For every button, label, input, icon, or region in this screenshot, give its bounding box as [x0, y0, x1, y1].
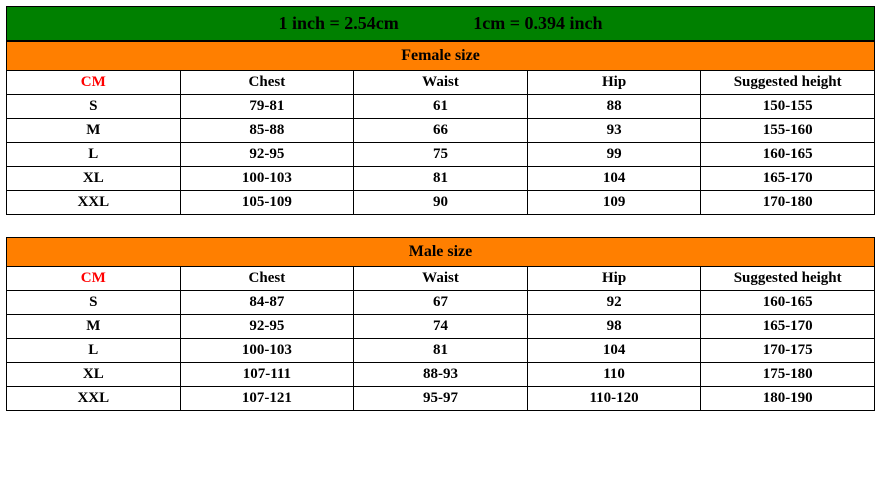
conversion-left: 1 inch = 2.54cm	[278, 13, 398, 34]
cell-chest: 100-103	[180, 167, 354, 191]
col-waist: Waist	[354, 71, 528, 95]
cell-chest: 92-95	[180, 315, 354, 339]
cell-size: S	[7, 291, 181, 315]
female-size-table: Female size CM Chest Waist Hip Suggested…	[6, 41, 875, 215]
table-row: S 84-87 67 92 160-165	[7, 291, 875, 315]
cell-chest: 105-109	[180, 191, 354, 215]
cell-height: 165-170	[701, 315, 875, 339]
table-row: XL 107-111 88-93 110 175-180	[7, 363, 875, 387]
table-row: XL 100-103 81 104 165-170	[7, 167, 875, 191]
cell-chest: 107-121	[180, 387, 354, 411]
col-chest: Chest	[180, 267, 354, 291]
cell-hip: 98	[527, 315, 701, 339]
cell-waist: 95-97	[354, 387, 528, 411]
cell-size: XXL	[7, 387, 181, 411]
cell-hip: 104	[527, 339, 701, 363]
cell-waist: 67	[354, 291, 528, 315]
cell-waist: 88-93	[354, 363, 528, 387]
cell-height: 160-165	[701, 143, 875, 167]
cell-hip: 99	[527, 143, 701, 167]
conversion-right: 1cm = 0.394 inch	[473, 13, 602, 34]
col-hip: Hip	[527, 267, 701, 291]
table-row: XXL 107-121 95-97 110-120 180-190	[7, 387, 875, 411]
table-row: S 79-81 61 88 150-155	[7, 95, 875, 119]
cell-chest: 85-88	[180, 119, 354, 143]
cell-hip: 93	[527, 119, 701, 143]
col-cm: CM	[7, 71, 181, 95]
cell-hip: 110	[527, 363, 701, 387]
male-size-table: Male size CM Chest Waist Hip Suggested h…	[6, 237, 875, 411]
cell-height: 170-180	[701, 191, 875, 215]
cell-height: 165-170	[701, 167, 875, 191]
cell-height: 180-190	[701, 387, 875, 411]
cell-size: XXL	[7, 191, 181, 215]
table-row: M 92-95 74 98 165-170	[7, 315, 875, 339]
cell-size: L	[7, 143, 181, 167]
conversion-bar: 1 inch = 2.54cm 1cm = 0.394 inch	[6, 6, 875, 41]
cell-chest: 107-111	[180, 363, 354, 387]
female-title: Female size	[7, 42, 875, 71]
cell-size: M	[7, 315, 181, 339]
cell-height: 160-165	[701, 291, 875, 315]
cell-chest: 100-103	[180, 339, 354, 363]
cell-chest: 79-81	[180, 95, 354, 119]
cell-chest: 92-95	[180, 143, 354, 167]
cell-height: 150-155	[701, 95, 875, 119]
cell-height: 175-180	[701, 363, 875, 387]
col-height: Suggested height	[701, 71, 875, 95]
cell-waist: 81	[354, 167, 528, 191]
table-row: L 100-103 81 104 170-175	[7, 339, 875, 363]
cell-waist: 74	[354, 315, 528, 339]
male-header-row: CM Chest Waist Hip Suggested height	[7, 267, 875, 291]
table-row: L 92-95 75 99 160-165	[7, 143, 875, 167]
col-waist: Waist	[354, 267, 528, 291]
col-cm: CM	[7, 267, 181, 291]
cell-size: S	[7, 95, 181, 119]
cell-size: XL	[7, 363, 181, 387]
table-row: M 85-88 66 93 155-160	[7, 119, 875, 143]
cell-hip: 110-120	[527, 387, 701, 411]
cell-hip: 88	[527, 95, 701, 119]
cell-waist: 90	[354, 191, 528, 215]
cell-hip: 92	[527, 291, 701, 315]
col-hip: Hip	[527, 71, 701, 95]
cell-hip: 109	[527, 191, 701, 215]
col-chest: Chest	[180, 71, 354, 95]
cell-size: L	[7, 339, 181, 363]
cell-height: 155-160	[701, 119, 875, 143]
cell-waist: 66	[354, 119, 528, 143]
cell-waist: 61	[354, 95, 528, 119]
cell-height: 170-175	[701, 339, 875, 363]
col-height: Suggested height	[701, 267, 875, 291]
cell-waist: 81	[354, 339, 528, 363]
male-title: Male size	[7, 238, 875, 267]
cell-waist: 75	[354, 143, 528, 167]
table-gap	[6, 215, 875, 237]
cell-size: XL	[7, 167, 181, 191]
cell-size: M	[7, 119, 181, 143]
table-row: XXL 105-109 90 109 170-180	[7, 191, 875, 215]
female-header-row: CM Chest Waist Hip Suggested height	[7, 71, 875, 95]
cell-hip: 104	[527, 167, 701, 191]
cell-chest: 84-87	[180, 291, 354, 315]
